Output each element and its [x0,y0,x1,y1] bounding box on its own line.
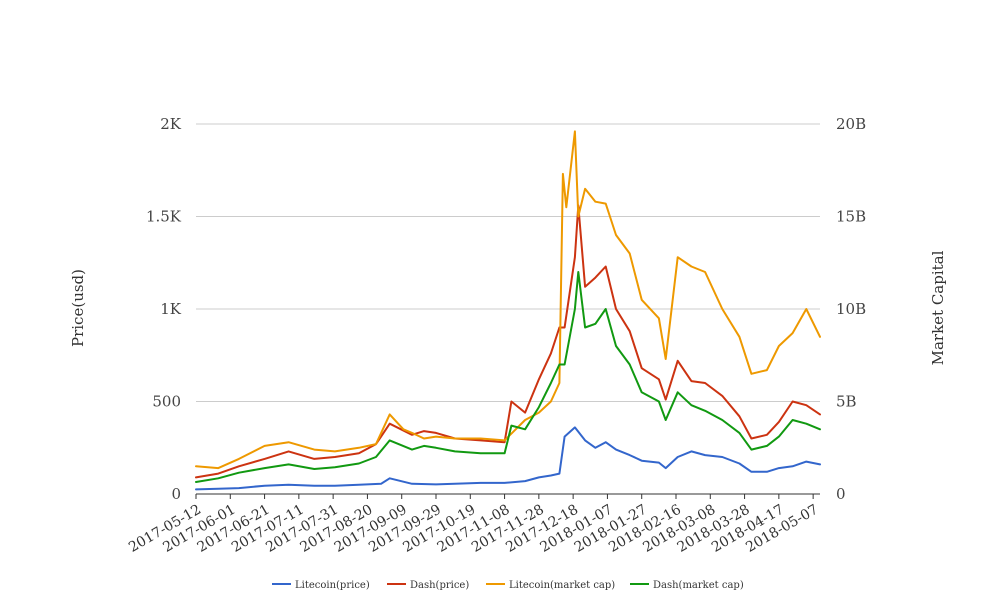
left-tick-label: 1.5K [146,208,182,226]
legend: Litecoin(price) Dash(price) Litecoin(marke… [272,580,744,591]
right-tick-label: 5B [836,393,857,411]
right-tick-label: 15B [836,208,866,226]
series-lines [195,130,821,491]
left-tick-label: 1K [160,300,182,318]
legend-label: Dash(market cap) [653,580,744,591]
right-tick-label: 10B [836,300,866,318]
legend-label: Litecoin(market cap) [509,580,615,591]
left-axis-ticks: 0 500 1K 1.5K 2K [146,115,182,503]
right-tick-label: 20B [836,115,866,133]
legend-label: Litecoin(price) [295,580,370,591]
right-tick-label: 0 [836,485,846,503]
left-tick-label: 2K [160,115,182,133]
series-line-litecoin-market-cap [195,130,821,470]
legend-label: Dash(price) [410,580,469,591]
series-line-dash-market-cap [195,271,821,483]
left-tick-label: 500 [152,393,181,411]
left-tick-label: 0 [171,485,181,503]
gridlines [196,123,820,495]
right-axis-ticks: 0 5B 10B 15B 20B [836,115,866,503]
series-line-litecoin-price [195,426,821,491]
series-line-dash-price [195,204,821,479]
left-axis-title: Price(usd) [69,269,87,347]
x-axis: 2017-05-122017-06-012017-06-212017-07-11… [126,494,821,556]
right-axis-title: Market Capital [929,250,947,365]
